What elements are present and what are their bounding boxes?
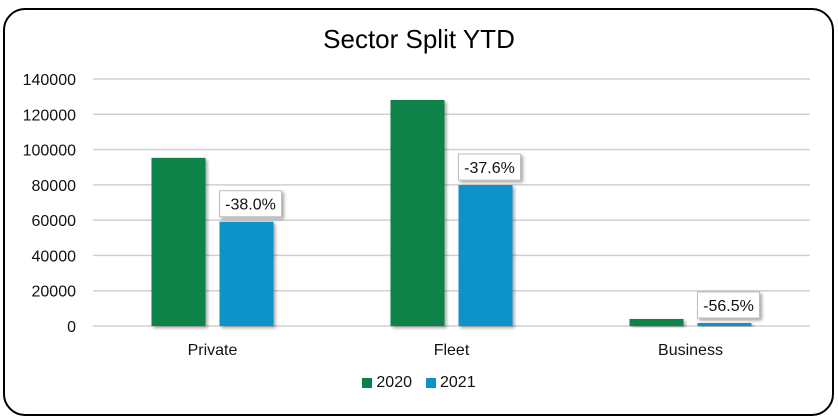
y-tick-label: 60000: [32, 213, 77, 230]
y-tick-label: 100000: [23, 143, 76, 160]
data-label-box: [219, 190, 282, 218]
legend-item-2021[interactable]: 2021: [426, 374, 476, 392]
legend-swatch-2021: [426, 378, 436, 388]
legend-label-2021: 2021: [440, 374, 476, 391]
bar-2021-business[interactable]: [697, 323, 752, 326]
bar-2020-business[interactable]: [629, 318, 684, 326]
data-label: -56.5%: [703, 298, 754, 315]
legend-label-2020: 2020: [376, 374, 412, 391]
data-label-box: [697, 291, 760, 319]
data-label: -38.0%: [225, 197, 276, 214]
y-tick-label: 40000: [32, 248, 77, 265]
legend-item-2020[interactable]: 2020: [362, 374, 412, 392]
data-label-box: [458, 153, 521, 181]
y-tick-label: 140000: [23, 72, 76, 89]
x-category-label: Private: [188, 342, 238, 359]
chart-title: Sector Split YTD: [323, 24, 515, 54]
bar-2020-private[interactable]: [151, 157, 206, 326]
y-tick-label: 120000: [23, 107, 76, 124]
data-label: -37.6%: [464, 160, 515, 177]
y-tick-label: 20000: [32, 284, 77, 301]
x-category-label: Business: [658, 342, 723, 359]
y-tick-label: 80000: [32, 178, 77, 195]
bar-2020-fleet[interactable]: [390, 99, 445, 327]
legend: 2020 2021: [0, 374, 838, 392]
bar-2021-private[interactable]: [219, 221, 274, 326]
legend-swatch-2020: [362, 378, 373, 388]
x-category-label: Fleet: [434, 342, 470, 359]
y-tick-label: 0: [67, 319, 76, 336]
bar-2021-fleet[interactable]: [458, 185, 513, 326]
chart-frame: [3, 8, 834, 416]
